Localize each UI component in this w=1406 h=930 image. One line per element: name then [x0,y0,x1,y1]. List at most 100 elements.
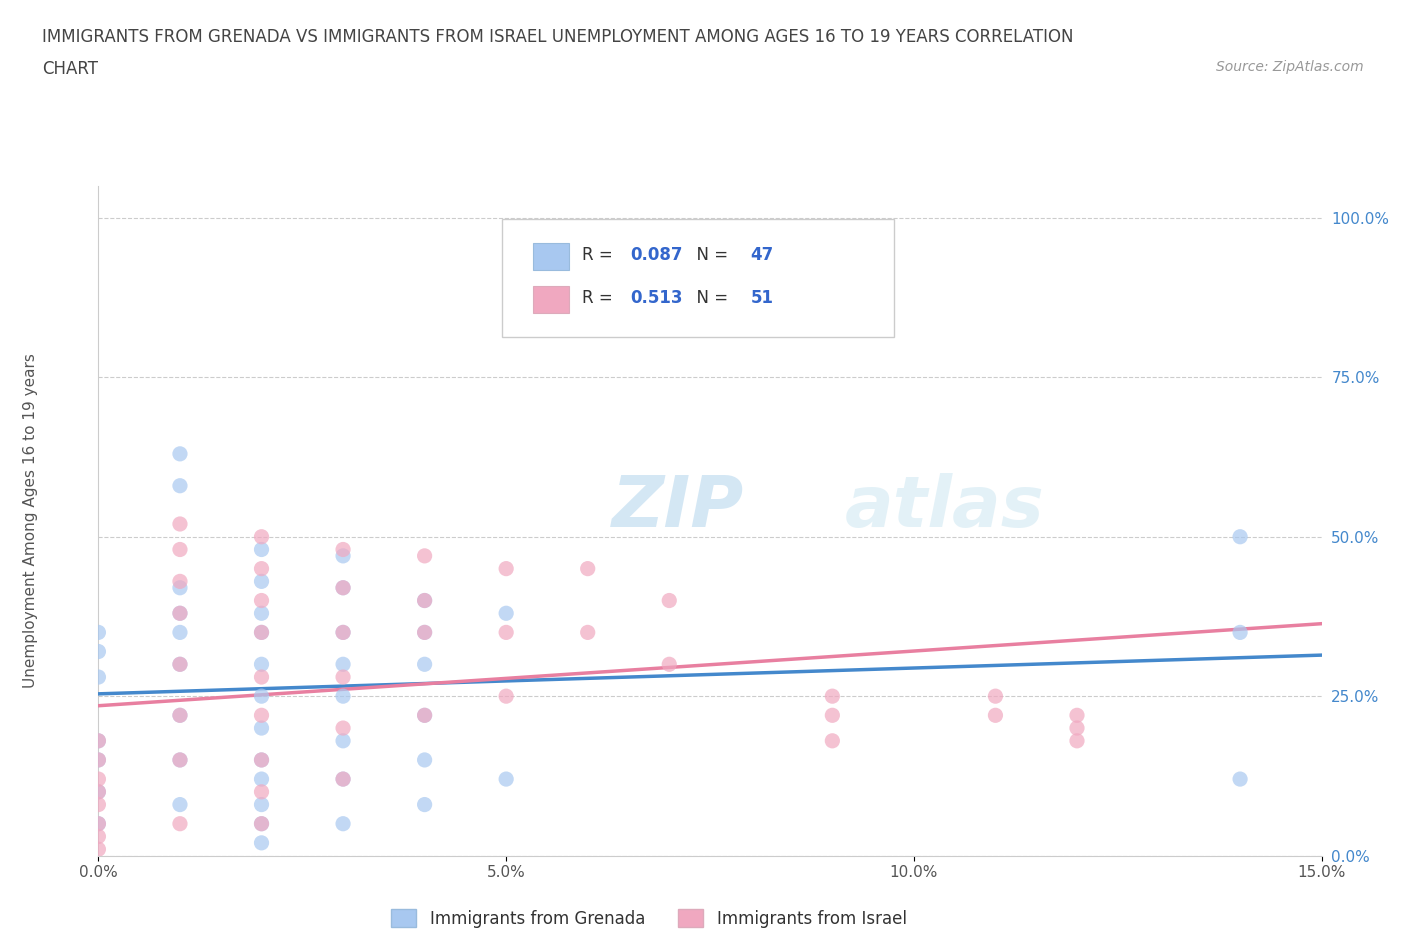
Point [495,625,517,640]
Point [169,605,191,620]
Point [495,689,517,704]
Point [250,561,273,576]
Text: 0.087: 0.087 [630,246,683,264]
Point [332,772,354,787]
Point [413,797,436,812]
Point [87,752,110,767]
Point [413,593,436,608]
Point [87,842,110,857]
Point [250,670,273,684]
Point [87,734,110,749]
Point [332,580,354,595]
FancyBboxPatch shape [533,286,569,313]
Point [250,752,273,767]
Point [87,734,110,749]
Text: R =: R = [582,246,617,264]
Point [169,752,191,767]
Point [250,593,273,608]
Point [87,752,110,767]
Point [169,817,191,831]
Point [250,529,273,544]
Point [821,689,844,704]
Point [250,708,273,723]
Point [413,625,436,640]
Point [250,835,273,850]
Point [1229,625,1251,640]
Point [169,516,191,531]
Point [250,772,273,787]
Point [658,657,681,671]
Point [250,817,273,831]
Text: 51: 51 [751,289,773,308]
Point [169,657,191,671]
Point [250,625,273,640]
Point [332,772,354,787]
Point [413,708,436,723]
Point [332,542,354,557]
Point [87,784,110,799]
Point [332,734,354,749]
Point [1229,529,1251,544]
Text: IMMIGRANTS FROM GRENADA VS IMMIGRANTS FROM ISRAEL UNEMPLOYMENT AMONG AGES 16 TO : IMMIGRANTS FROM GRENADA VS IMMIGRANTS FR… [42,28,1074,46]
Point [169,708,191,723]
Point [576,561,599,576]
Text: R =: R = [582,289,617,308]
Point [495,605,517,620]
Text: atlas: atlas [845,473,1045,542]
Point [169,574,191,589]
Point [87,817,110,831]
Point [87,772,110,787]
Legend: Immigrants from Grenada, Immigrants from Israel: Immigrants from Grenada, Immigrants from… [384,903,914,930]
Point [87,817,110,831]
Point [169,478,191,493]
Point [1066,721,1088,736]
Point [332,625,354,640]
Text: N =: N = [686,246,733,264]
Point [332,721,354,736]
Point [984,708,1007,723]
Point [169,657,191,671]
Point [658,593,681,608]
Point [250,797,273,812]
Point [250,657,273,671]
Point [413,752,436,767]
Point [984,689,1007,704]
FancyBboxPatch shape [502,219,893,337]
Point [821,734,844,749]
Text: N =: N = [686,289,733,308]
Point [332,657,354,671]
Point [169,542,191,557]
Point [1066,708,1088,723]
Point [332,817,354,831]
Point [250,689,273,704]
Point [250,752,273,767]
Point [250,542,273,557]
Point [332,689,354,704]
Point [250,625,273,640]
Point [169,797,191,812]
Text: Unemployment Among Ages 16 to 19 years: Unemployment Among Ages 16 to 19 years [24,353,38,688]
Point [250,605,273,620]
Point [413,708,436,723]
Point [87,670,110,684]
Point [87,625,110,640]
Point [1066,734,1088,749]
Point [495,772,517,787]
Point [413,625,436,640]
Point [87,784,110,799]
Point [250,817,273,831]
Point [250,574,273,589]
FancyBboxPatch shape [533,243,569,270]
Point [250,721,273,736]
Text: ZIP: ZIP [612,473,744,542]
Point [169,446,191,461]
Point [169,580,191,595]
Point [821,708,844,723]
Text: 0.513: 0.513 [630,289,683,308]
Point [495,561,517,576]
Point [250,784,273,799]
Text: 47: 47 [751,246,773,264]
Point [169,752,191,767]
Point [332,670,354,684]
Point [413,593,436,608]
